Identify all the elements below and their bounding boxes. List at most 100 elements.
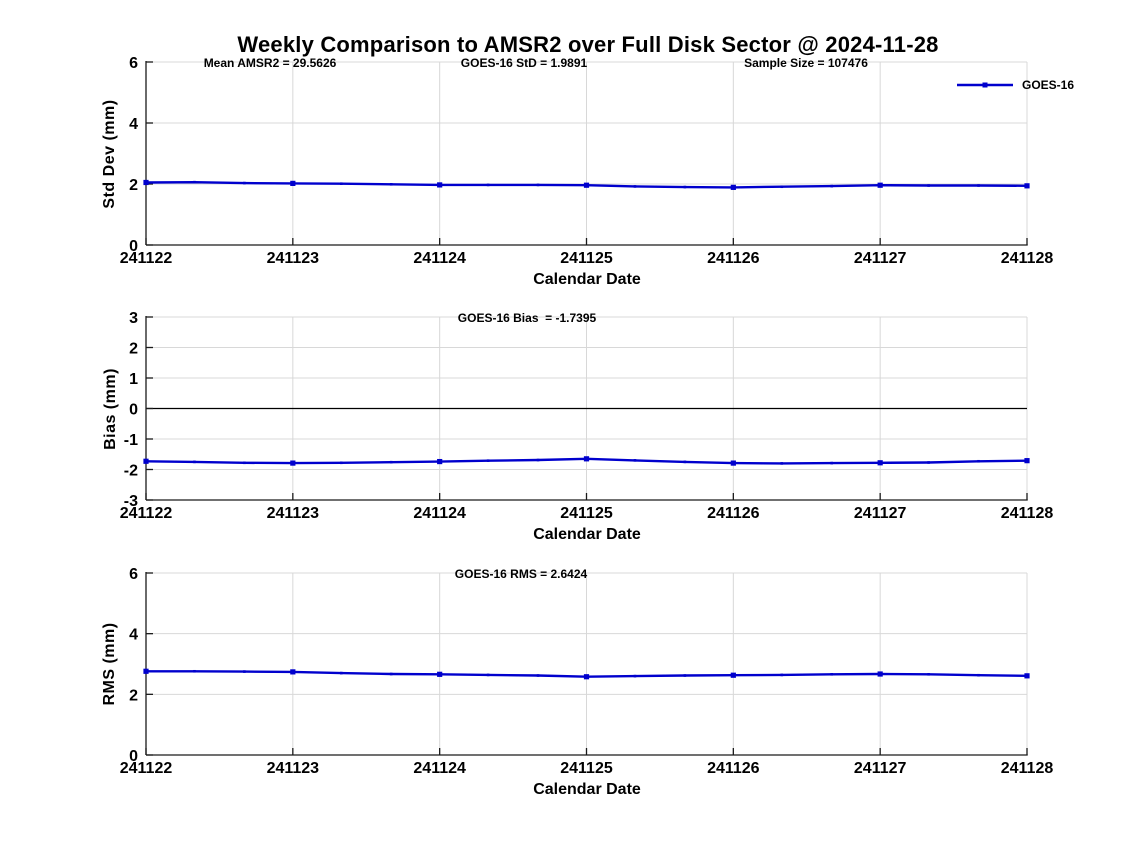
data-point-marker (877, 460, 883, 466)
data-point-marker (977, 459, 980, 463)
y-tick-label: 2 (129, 687, 138, 704)
data-point-marker (633, 185, 637, 188)
stddev-y-axis-label: Std Dev (mm) (101, 99, 118, 209)
x-tick-label: 241122 (120, 505, 173, 522)
data-point-marker (583, 182, 590, 188)
data-point-marker (290, 460, 296, 466)
data-point-marker (1024, 183, 1030, 189)
data-point-marker (486, 459, 490, 462)
bias-x-axis-label: Calendar Date (533, 526, 641, 543)
y-tick-label: 0 (129, 238, 138, 255)
data-point-marker (389, 672, 393, 676)
stddev-x-axis-label: Calendar Date (533, 271, 641, 288)
data-point-marker (243, 181, 246, 185)
legend-label: GOES-16 (1022, 78, 1075, 92)
data-point-marker (290, 669, 296, 675)
data-point-marker (536, 458, 540, 462)
data-point-marker (1024, 458, 1030, 464)
legend: GOES-16 (956, 78, 1074, 92)
rms-x-axis-label: Calendar Date (533, 781, 641, 798)
x-tick-label: 241124 (413, 250, 466, 267)
x-tick-label: 241122 (120, 760, 173, 777)
y-tick-label: 2 (129, 341, 138, 358)
x-tick-label: 241123 (267, 250, 320, 267)
data-point-marker (730, 460, 736, 466)
data-point-marker (193, 669, 196, 673)
y-tick-label: 2 (129, 177, 138, 194)
y-tick-label: -3 (124, 493, 138, 510)
data-point-marker (243, 670, 246, 673)
y-tick-label: -1 (124, 432, 138, 449)
data-point-marker (583, 456, 590, 462)
data-point-marker (683, 460, 687, 464)
x-tick-label: 241124 (413, 760, 466, 777)
x-tick-label: 241123 (267, 760, 320, 777)
y-tick-label: 1 (129, 371, 138, 388)
data-point-marker (977, 673, 980, 677)
mean-amsr2-annotation: Mean AMSR2 = 29.5626 (203, 56, 337, 70)
x-tick-label: 241127 (854, 250, 907, 267)
data-point-marker (437, 182, 443, 188)
data-point-marker (730, 184, 736, 190)
data-point-marker (780, 185, 784, 189)
x-tick-label: 241126 (707, 760, 760, 777)
x-tick-label: 241127 (854, 505, 907, 522)
data-point-marker (536, 674, 540, 677)
data-point-marker (193, 180, 196, 184)
y-tick-label: 4 (129, 116, 138, 133)
data-point-marker (486, 673, 490, 677)
x-tick-label: 241123 (267, 505, 320, 522)
data-point-marker (243, 461, 246, 465)
x-tick-label: 241124 (413, 505, 466, 522)
data-point-marker (633, 674, 637, 678)
y-tick-label: -2 (124, 463, 138, 480)
data-point-marker (927, 461, 930, 464)
x-tick-label: 241128 (1001, 505, 1054, 522)
data-point-marker (437, 458, 443, 465)
data-point-marker (683, 185, 687, 189)
figure-title: Weekly Comparison to AMSR2 over Full Dis… (237, 32, 939, 57)
x-tick-label: 241127 (854, 760, 907, 777)
data-point-marker (583, 674, 590, 680)
data-point-marker (389, 460, 393, 464)
x-tick-label: 241125 (560, 760, 613, 777)
y-tick-label: 6 (129, 55, 138, 72)
data-point-marker (830, 184, 834, 188)
data-point-marker (830, 673, 834, 676)
x-tick-label: 241126 (707, 505, 760, 522)
data-point-marker (339, 182, 343, 185)
data-point-marker (877, 671, 883, 677)
data-point-marker (633, 459, 637, 462)
goes16-bias-annotation: GOES-16 Bias = -1.7395 (457, 311, 597, 325)
data-point-marker (339, 461, 343, 465)
data-point-marker (927, 184, 930, 187)
x-tick-label: 241125 (560, 505, 613, 522)
data-point-marker (536, 183, 540, 187)
data-point-marker (486, 183, 490, 187)
data-point-marker (877, 182, 883, 188)
data-point-marker (927, 673, 930, 676)
x-tick-label: 241128 (1001, 250, 1054, 267)
data-point-marker (1024, 673, 1030, 679)
data-point-marker (780, 673, 784, 677)
legend-line-sample-icon (957, 82, 1013, 88)
rms-y-axis-label: RMS (mm) (101, 622, 118, 706)
data-point-marker (830, 461, 834, 465)
data-point-marker (389, 183, 393, 186)
data-point-marker (683, 674, 687, 677)
data-point-marker (143, 179, 149, 186)
data-point-marker (339, 671, 343, 675)
data-point-marker (437, 671, 443, 677)
x-tick-label: 241122 (120, 250, 173, 267)
goes16-rms-annotation: GOES-16 RMS = 2.6424 (454, 567, 588, 581)
x-tick-label: 241126 (707, 250, 760, 267)
data-point-marker (730, 672, 736, 678)
x-tick-label: 241125 (560, 250, 613, 267)
data-point-marker (290, 180, 296, 186)
data-point-marker (143, 458, 149, 464)
y-tick-label: 0 (129, 402, 138, 419)
goes16-std-annotation: GOES-16 StD = 1.9891 (460, 56, 588, 70)
sample-size-annotation: Sample Size = 107476 (744, 56, 868, 70)
